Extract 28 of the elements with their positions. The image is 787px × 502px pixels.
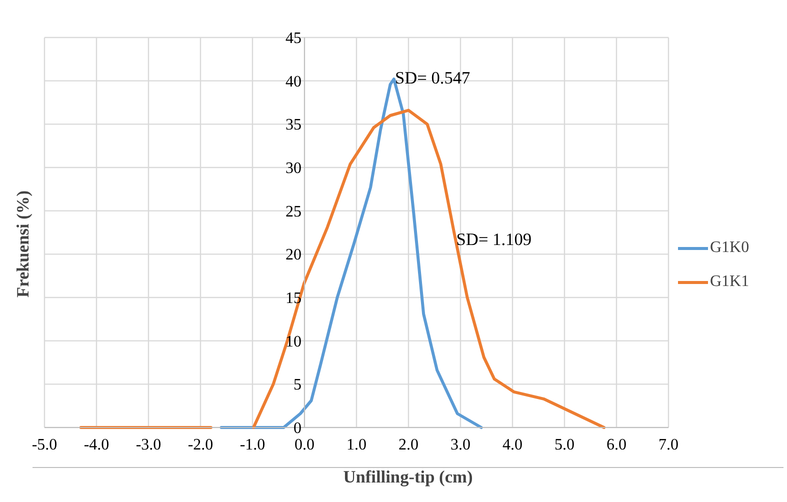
y-tick-label: 5 — [294, 376, 302, 394]
x-tick-label: 1.0 — [346, 436, 366, 454]
y-axis-title: Frekuensi (%) — [14, 190, 32, 298]
y-tick-label: 0 — [294, 420, 302, 437]
annotation: SD= 1.109 — [456, 230, 532, 249]
y-tick-label: 40 — [286, 73, 302, 90]
x-tick-label: -4.0 — [84, 436, 110, 454]
y-tick-label: 20 — [286, 246, 302, 264]
x-tick-label: 0.0 — [294, 436, 314, 454]
x-tick-label: 5.0 — [554, 436, 574, 454]
x-tick-label: 2.0 — [398, 436, 418, 454]
x-tick-label: -2.0 — [188, 436, 214, 454]
legend-label: G1K0 — [710, 239, 750, 257]
x-tick-label: -3.0 — [136, 436, 162, 454]
annotation: SD= 0.547 — [394, 68, 471, 88]
x-tick-label: -5.0 — [32, 436, 58, 454]
x-tick-label: -1.0 — [240, 436, 266, 454]
x-tick-label: 6.0 — [606, 436, 626, 454]
legend-label: G1K1 — [710, 273, 750, 291]
y-tick-label: 45 — [286, 30, 302, 47]
y-tick-label: 30 — [286, 160, 302, 177]
x-tick-label: 4.0 — [502, 436, 522, 454]
x-tick-label: 3.0 — [450, 436, 470, 454]
y-tick-label: 35 — [286, 116, 302, 134]
y-tick-label: 25 — [286, 203, 302, 220]
x-axis-title: Unfilling-tip (cm) — [343, 468, 473, 486]
x-tick-label: 7.0 — [658, 436, 678, 454]
y-tick-label: 10 — [286, 333, 302, 350]
